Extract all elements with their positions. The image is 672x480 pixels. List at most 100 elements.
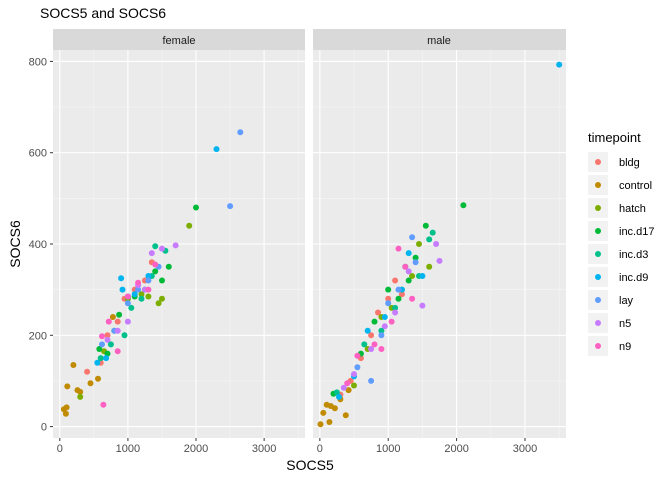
data-point-bldg: [398, 291, 405, 298]
data-point-n5: [159, 245, 165, 252]
data-point-n5: [381, 323, 388, 330]
legend-label-inc.d9: inc.d9: [619, 272, 648, 284]
data-point-inc.d9: [213, 146, 220, 153]
x-tick-label: 0: [57, 443, 63, 455]
data-point-control: [342, 412, 349, 419]
x-axis: 0 1000 2000 3000 0 1000 2000 3000: [57, 438, 537, 455]
data-point-inc.d3: [121, 332, 128, 339]
data-point-n9: [105, 318, 112, 325]
data-point-inc.d9: [118, 275, 125, 282]
data-point-hatch: [159, 295, 165, 302]
data-point-n9: [388, 318, 395, 325]
gridlines-male: [313, 50, 566, 438]
y-tick-label: 800: [29, 56, 47, 68]
panel-female: female: [53, 29, 305, 438]
data-point-control: [320, 409, 327, 416]
data-point-inc.d3: [97, 355, 104, 362]
data-point-hatch: [155, 300, 162, 307]
data-point-control: [63, 404, 70, 411]
legend-label-hatch: hatch: [619, 203, 646, 215]
data-point-bldg: [104, 332, 111, 339]
data-point-inc.d9: [405, 250, 412, 257]
data-point-n9: [354, 352, 361, 359]
x-tick-label: 1000: [376, 443, 400, 455]
strip-label-male: male: [427, 35, 451, 47]
data-point-n5: [172, 242, 179, 249]
data-point-n9: [135, 279, 142, 286]
data-point-hatch: [426, 263, 433, 270]
data-point-lay: [368, 377, 375, 384]
data-point-control: [326, 419, 333, 425]
data-point-inc.d17: [385, 286, 392, 293]
data-point-inc.d9: [556, 61, 563, 68]
data-point-n5: [392, 309, 399, 316]
data-point-lay: [385, 300, 392, 307]
data-point-inc.d3: [138, 295, 145, 302]
data-point-control: [64, 383, 71, 390]
legend-swatch-hatch: [595, 205, 601, 211]
strip-male: [313, 29, 566, 50]
y-axis-title: SOCS6: [7, 220, 23, 268]
data-point-inc.d9: [336, 393, 342, 400]
legend-swatch-bldg: [595, 159, 601, 165]
data-point-control: [77, 388, 84, 395]
data-point-hatch: [77, 393, 84, 400]
data-point-inc.d9: [381, 314, 388, 320]
y-tick-label: 0: [41, 422, 47, 434]
data-point-hatch: [416, 241, 422, 247]
y-axis: 0 200 400 600 800: [29, 56, 53, 434]
data-point-inc.d3: [107, 341, 114, 348]
data-point-inc.d9: [419, 273, 426, 279]
data-point-inc.d9: [119, 286, 126, 293]
data-point-inc.d9: [94, 359, 101, 366]
data-point-lay: [145, 277, 152, 284]
data-point-lay: [395, 286, 402, 293]
panel-male: male: [313, 29, 566, 438]
data-point-control: [109, 314, 116, 320]
y-tick-label: 400: [29, 239, 47, 251]
data-point-control: [62, 410, 69, 417]
data-point-inc.d3: [333, 389, 340, 396]
y-tick-label: 600: [29, 148, 47, 160]
legend-swatch-control: [595, 182, 601, 188]
data-point-lay: [237, 129, 244, 136]
data-point-lay: [378, 332, 385, 339]
data-point-control: [95, 375, 101, 382]
data-point-n5: [436, 257, 443, 264]
legend: timepoint bldg control hatch inc.d17 inc.d3 i…: [588, 130, 654, 356]
data-point-inc.d3: [128, 304, 135, 311]
data-point-inc.d9: [103, 355, 110, 362]
data-point-hatch: [145, 293, 152, 300]
data-point-n9: [99, 333, 105, 340]
data-point-n5: [124, 318, 131, 325]
points-female: [60, 129, 244, 417]
data-point-lay: [227, 203, 234, 210]
data-point-inc.d17: [412, 254, 419, 261]
data-point-n9: [402, 263, 409, 270]
data-point-inc.d17: [395, 295, 402, 302]
data-point-n5: [405, 268, 412, 275]
data-point-control: [331, 405, 338, 412]
data-point-inc.d17: [371, 318, 378, 325]
legend-label-inc.d3: inc.d3: [619, 249, 648, 261]
x-tick-label: 2000: [184, 443, 208, 455]
data-point-lay: [409, 234, 416, 241]
data-point-n5: [351, 371, 357, 378]
data-point-lay: [99, 341, 105, 348]
data-point-inc.d17: [104, 350, 111, 357]
data-point-inc.d17: [116, 311, 123, 318]
legend-label-bldg: bldg: [619, 157, 640, 169]
data-point-inc.d3: [392, 304, 399, 311]
data-point-inc.d9: [131, 291, 138, 298]
data-point-n5: [340, 384, 347, 391]
data-point-hatch: [351, 382, 357, 389]
data-point-n9: [152, 261, 159, 268]
data-point-n9: [124, 293, 131, 300]
data-point-n9: [344, 380, 351, 387]
legend-swatch-lay: [595, 297, 601, 303]
data-point-n5: [419, 302, 426, 309]
data-point-n5: [148, 250, 155, 257]
data-point-n9: [145, 286, 152, 293]
data-point-hatch: [186, 222, 193, 229]
